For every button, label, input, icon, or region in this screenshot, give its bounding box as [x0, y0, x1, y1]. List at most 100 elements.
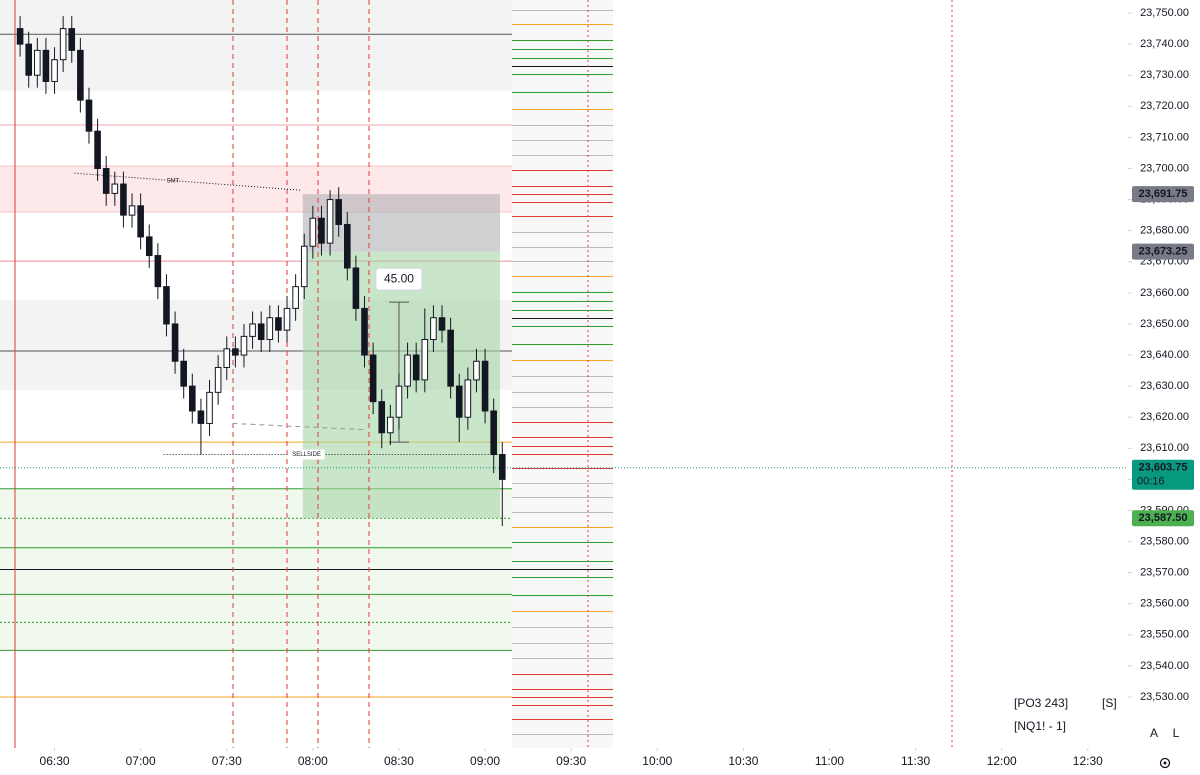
y-tick-label: 23,550.00: [1140, 629, 1189, 641]
candle-body: [318, 217, 325, 244]
log-scale-button[interactable]: L: [1173, 726, 1180, 740]
button-bg[interactable]: [1167, 724, 1185, 744]
candle-body: [292, 286, 299, 309]
candle-body: [455, 385, 463, 418]
x-tick-label: 06:30: [40, 754, 70, 768]
candle-body: [25, 43, 33, 76]
price-tag-label: 23,673.25: [1139, 246, 1188, 258]
candle-body: [120, 183, 127, 216]
price-tag: [1132, 510, 1194, 527]
sellside-label-bg: [288, 449, 325, 460]
settings-icon[interactable]: [1159, 757, 1171, 769]
candle-body: [421, 338, 429, 381]
smt-line: [74, 172, 302, 191]
candle-body: [361, 307, 368, 356]
y-tick-label: 23,730.00: [1140, 69, 1189, 81]
price-tag-label: 23,691.75: [1139, 188, 1188, 200]
price-tag: [1132, 186, 1194, 203]
candle-body: [430, 317, 437, 340]
candle-body: [438, 317, 446, 331]
candle-body: [145, 236, 153, 257]
x-tick-label: 12:30: [1073, 754, 1103, 768]
x-tick-label: 07:00: [126, 754, 156, 768]
overlay-text: [S]: [1102, 696, 1117, 710]
y-tick-label: 23,540.00: [1140, 660, 1189, 672]
y-tick-label: 23,640.00: [1140, 349, 1189, 361]
candle-body: [223, 348, 231, 368]
candle-body: [343, 223, 351, 269]
x-tick-label: 09:00: [470, 754, 500, 768]
candle-body: [42, 49, 50, 82]
candle-body: [447, 329, 454, 387]
overlay-text: [NQ1! - 1]: [1014, 719, 1066, 733]
x-tick-label: 08:00: [298, 754, 328, 768]
candle-body: [326, 199, 334, 244]
x-tick-label: 08:30: [384, 754, 414, 768]
y-tick-label: 23,680.00: [1140, 225, 1189, 237]
auto-scale-button[interactable]: A: [1150, 726, 1158, 740]
price-tag: [1132, 243, 1194, 260]
candle-body: [77, 49, 84, 101]
y-tick-label: 23,620.00: [1140, 411, 1189, 423]
button-bg[interactable]: [1145, 724, 1163, 744]
y-tick-label: 23,570.00: [1140, 567, 1189, 579]
candle-body: [498, 454, 506, 480]
settings-icon-dot: [1163, 761, 1167, 765]
measure-label-bg: [375, 267, 423, 291]
y-tick-label: 23,560.00: [1140, 598, 1189, 610]
candle-body: [387, 416, 394, 434]
y-tick-label: 23,660.00: [1140, 287, 1189, 299]
smt-label: SMT: [167, 178, 180, 184]
candle-body: [206, 391, 213, 424]
candle-body: [232, 348, 239, 356]
measure-label: 45.00: [384, 271, 414, 285]
x-tick-label: 09:30: [556, 754, 586, 768]
candle-body: [369, 354, 377, 403]
candle-body: [404, 354, 411, 387]
candle-body: [189, 385, 196, 412]
y-tick-label: 23,580.00: [1140, 535, 1189, 547]
zone: [0, 0, 512, 91]
candle-body: [283, 307, 291, 331]
x-tick-label: 07:30: [212, 754, 242, 768]
countdown-label: 00:16: [1137, 476, 1165, 488]
candle-body: [240, 335, 248, 356]
candle-body: [266, 317, 274, 340]
y-tick-label: 23,630.00: [1140, 380, 1189, 392]
x-tick-label: 11:00: [815, 754, 844, 768]
price-axis: [1128, 0, 1200, 775]
candle-body: [335, 199, 342, 225]
candle-body: [34, 49, 41, 76]
levels-column: [512, 0, 613, 748]
candle-body: [473, 360, 480, 381]
candle-body: [249, 323, 256, 337]
candle-body: [481, 360, 489, 412]
x-tick-label: 12:00: [987, 754, 1017, 768]
price-tag-label: 23,587.50: [1139, 512, 1188, 524]
y-tick-label: 23,750.00: [1140, 7, 1189, 19]
candle-body: [111, 183, 119, 194]
y-tick-label: 23,740.00: [1140, 38, 1189, 50]
y-tick-label: 23,720.00: [1140, 100, 1189, 112]
candle-body: [128, 205, 136, 216]
candle-body: [85, 99, 93, 132]
x-tick-label: 10:00: [642, 754, 672, 768]
sellside-label: SELLSIDE: [292, 452, 321, 458]
candle-body: [102, 168, 110, 194]
candle-body: [51, 59, 58, 82]
candle-body: [59, 28, 67, 61]
y-tick-label: 23,530.00: [1140, 691, 1189, 703]
candle-body: [257, 323, 265, 340]
candle-body: [275, 317, 282, 331]
time-axis: [0, 748, 1200, 775]
overlay-text: [PO3 243]: [1014, 696, 1068, 710]
candle-body: [94, 130, 101, 170]
candle-body: [309, 217, 317, 247]
candle-body: [378, 401, 386, 434]
candle-body: [163, 286, 170, 325]
candle-body: [352, 267, 360, 309]
dashed-ray: [232, 422, 365, 431]
candle-body: [197, 410, 205, 424]
candle-body: [137, 205, 144, 238]
